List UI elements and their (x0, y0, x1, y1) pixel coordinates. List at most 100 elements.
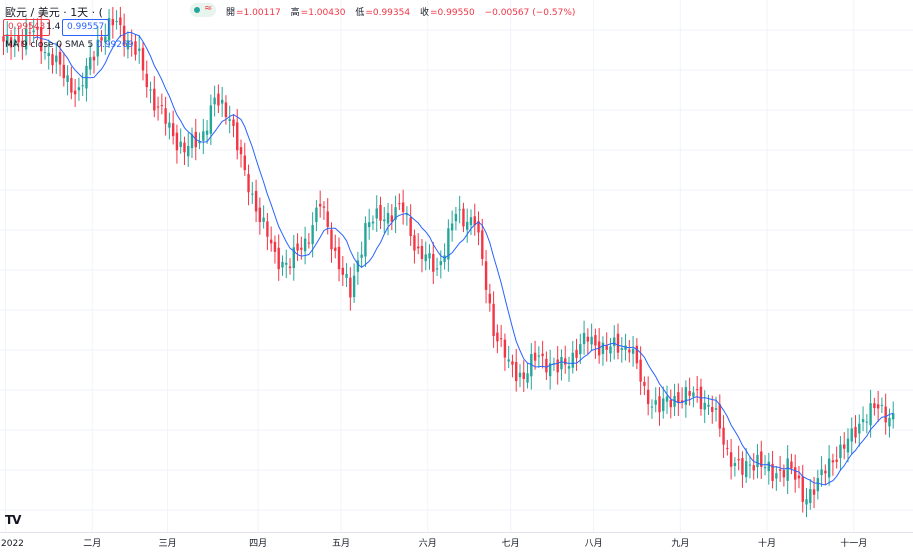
ohlc-readout: 開=1.00117 高=1.00430 低=0.99354 收=0.99550 … (226, 5, 582, 18)
candle-body (763, 467, 767, 469)
low-value: =0.99354 (365, 8, 411, 18)
candle-body (892, 413, 895, 420)
change-value: −0.00567 (−0.57%) (484, 8, 576, 18)
buy-button[interactable]: 0.99557 (62, 19, 110, 36)
candle-body (160, 105, 164, 107)
candle-body (58, 51, 62, 65)
candle-body (571, 352, 574, 368)
candle-body (469, 217, 473, 226)
candle-body (405, 214, 409, 216)
candle-body (601, 342, 605, 354)
candle-body (846, 438, 850, 453)
candle-body (130, 42, 133, 44)
candle-body (809, 489, 812, 504)
candle-body (488, 293, 492, 304)
candle-body (141, 47, 145, 71)
symbol-label[interactable]: 歐元 / 美元 · 1天 · ( (5, 6, 103, 19)
candle-body (450, 223, 454, 231)
candle-body (70, 77, 73, 93)
candle-body (582, 333, 586, 345)
candle-body (748, 464, 752, 466)
candle-body (462, 208, 465, 227)
candle-body (149, 89, 152, 91)
candle-body (126, 40, 130, 50)
candle-body (318, 203, 322, 207)
candle-body (801, 476, 804, 502)
candle-body (401, 202, 405, 212)
candle-body (515, 362, 518, 382)
candle-body (729, 452, 733, 467)
candle-body (435, 268, 439, 270)
candle-body (243, 155, 246, 171)
symbol-title[interactable]: 歐元 / 美元 · 1天 · ( (5, 4, 103, 20)
candle-body (605, 345, 608, 350)
candle-body (254, 190, 258, 212)
x-tick-label: 四月 (249, 538, 267, 549)
candle-body (812, 489, 816, 495)
candle-body (499, 338, 503, 340)
x-tick-label: 二月 (83, 538, 101, 549)
high-label: 高 (290, 8, 300, 18)
candle-body (594, 335, 597, 346)
candle-body (575, 349, 578, 358)
candle-body (827, 458, 831, 478)
candle-body (865, 421, 869, 423)
candle-body (613, 337, 616, 347)
candle-body (96, 39, 99, 57)
low-label: 低 (355, 8, 365, 18)
candle-body (322, 206, 326, 208)
candle-body (884, 406, 887, 423)
candle-body (850, 428, 853, 442)
candle-body (198, 141, 201, 144)
candle-body (533, 352, 537, 361)
candle-body (537, 355, 541, 357)
candle-body (518, 372, 522, 378)
candle-body (771, 463, 774, 481)
candle-body (820, 469, 823, 475)
candle-body (115, 20, 118, 23)
candle-body (134, 41, 137, 55)
x-tick-label: 十月 (758, 537, 776, 549)
ma-indicator-legend[interactable]: MA 9 close 0 SMA 5 0.99269 (5, 40, 133, 50)
open-label: 開 (226, 8, 236, 18)
candle-body (179, 141, 182, 148)
candle-body (228, 119, 231, 121)
tradingview-logo-icon[interactable]: TV (5, 513, 21, 527)
candle-body (89, 57, 92, 70)
candle-body (692, 392, 695, 397)
candle-body (477, 221, 480, 233)
candle-body (579, 344, 582, 355)
candle-body (794, 467, 797, 480)
candle-body (100, 37, 103, 41)
candle-body (32, 30, 35, 33)
x-tick-label: 九月 (671, 538, 689, 549)
x-axis: 2022 二月 三月 四月 五月 六月 七月 八月 九月 十月 十一月 (1, 537, 867, 549)
candle-body (394, 207, 397, 220)
candle-body (831, 460, 835, 463)
candle-body (454, 213, 458, 222)
open-value: =1.00117 (236, 8, 281, 18)
candle-body (711, 407, 714, 412)
candle-body (383, 219, 386, 222)
candle-body (424, 254, 427, 262)
candle-body (662, 398, 665, 412)
candle-body (371, 221, 375, 224)
market-status-pill[interactable]: ≈ (190, 3, 216, 17)
candle-body (187, 146, 190, 157)
candle-body (816, 478, 820, 492)
candle-body (239, 147, 243, 155)
candle-body (232, 119, 235, 126)
x-tick-label: 六月 (419, 537, 437, 549)
candle-body (409, 217, 412, 237)
candle-body (213, 97, 216, 105)
candle-body (21, 40, 24, 47)
candle-body (236, 122, 239, 151)
sell-button[interactable]: 0.99543 (3, 19, 51, 36)
candle-body (658, 396, 661, 413)
spread-value: 1.4 (46, 22, 61, 32)
candle-body (767, 461, 771, 472)
candle-body (311, 225, 314, 245)
candle-body (609, 346, 612, 354)
candle-body (104, 36, 107, 43)
